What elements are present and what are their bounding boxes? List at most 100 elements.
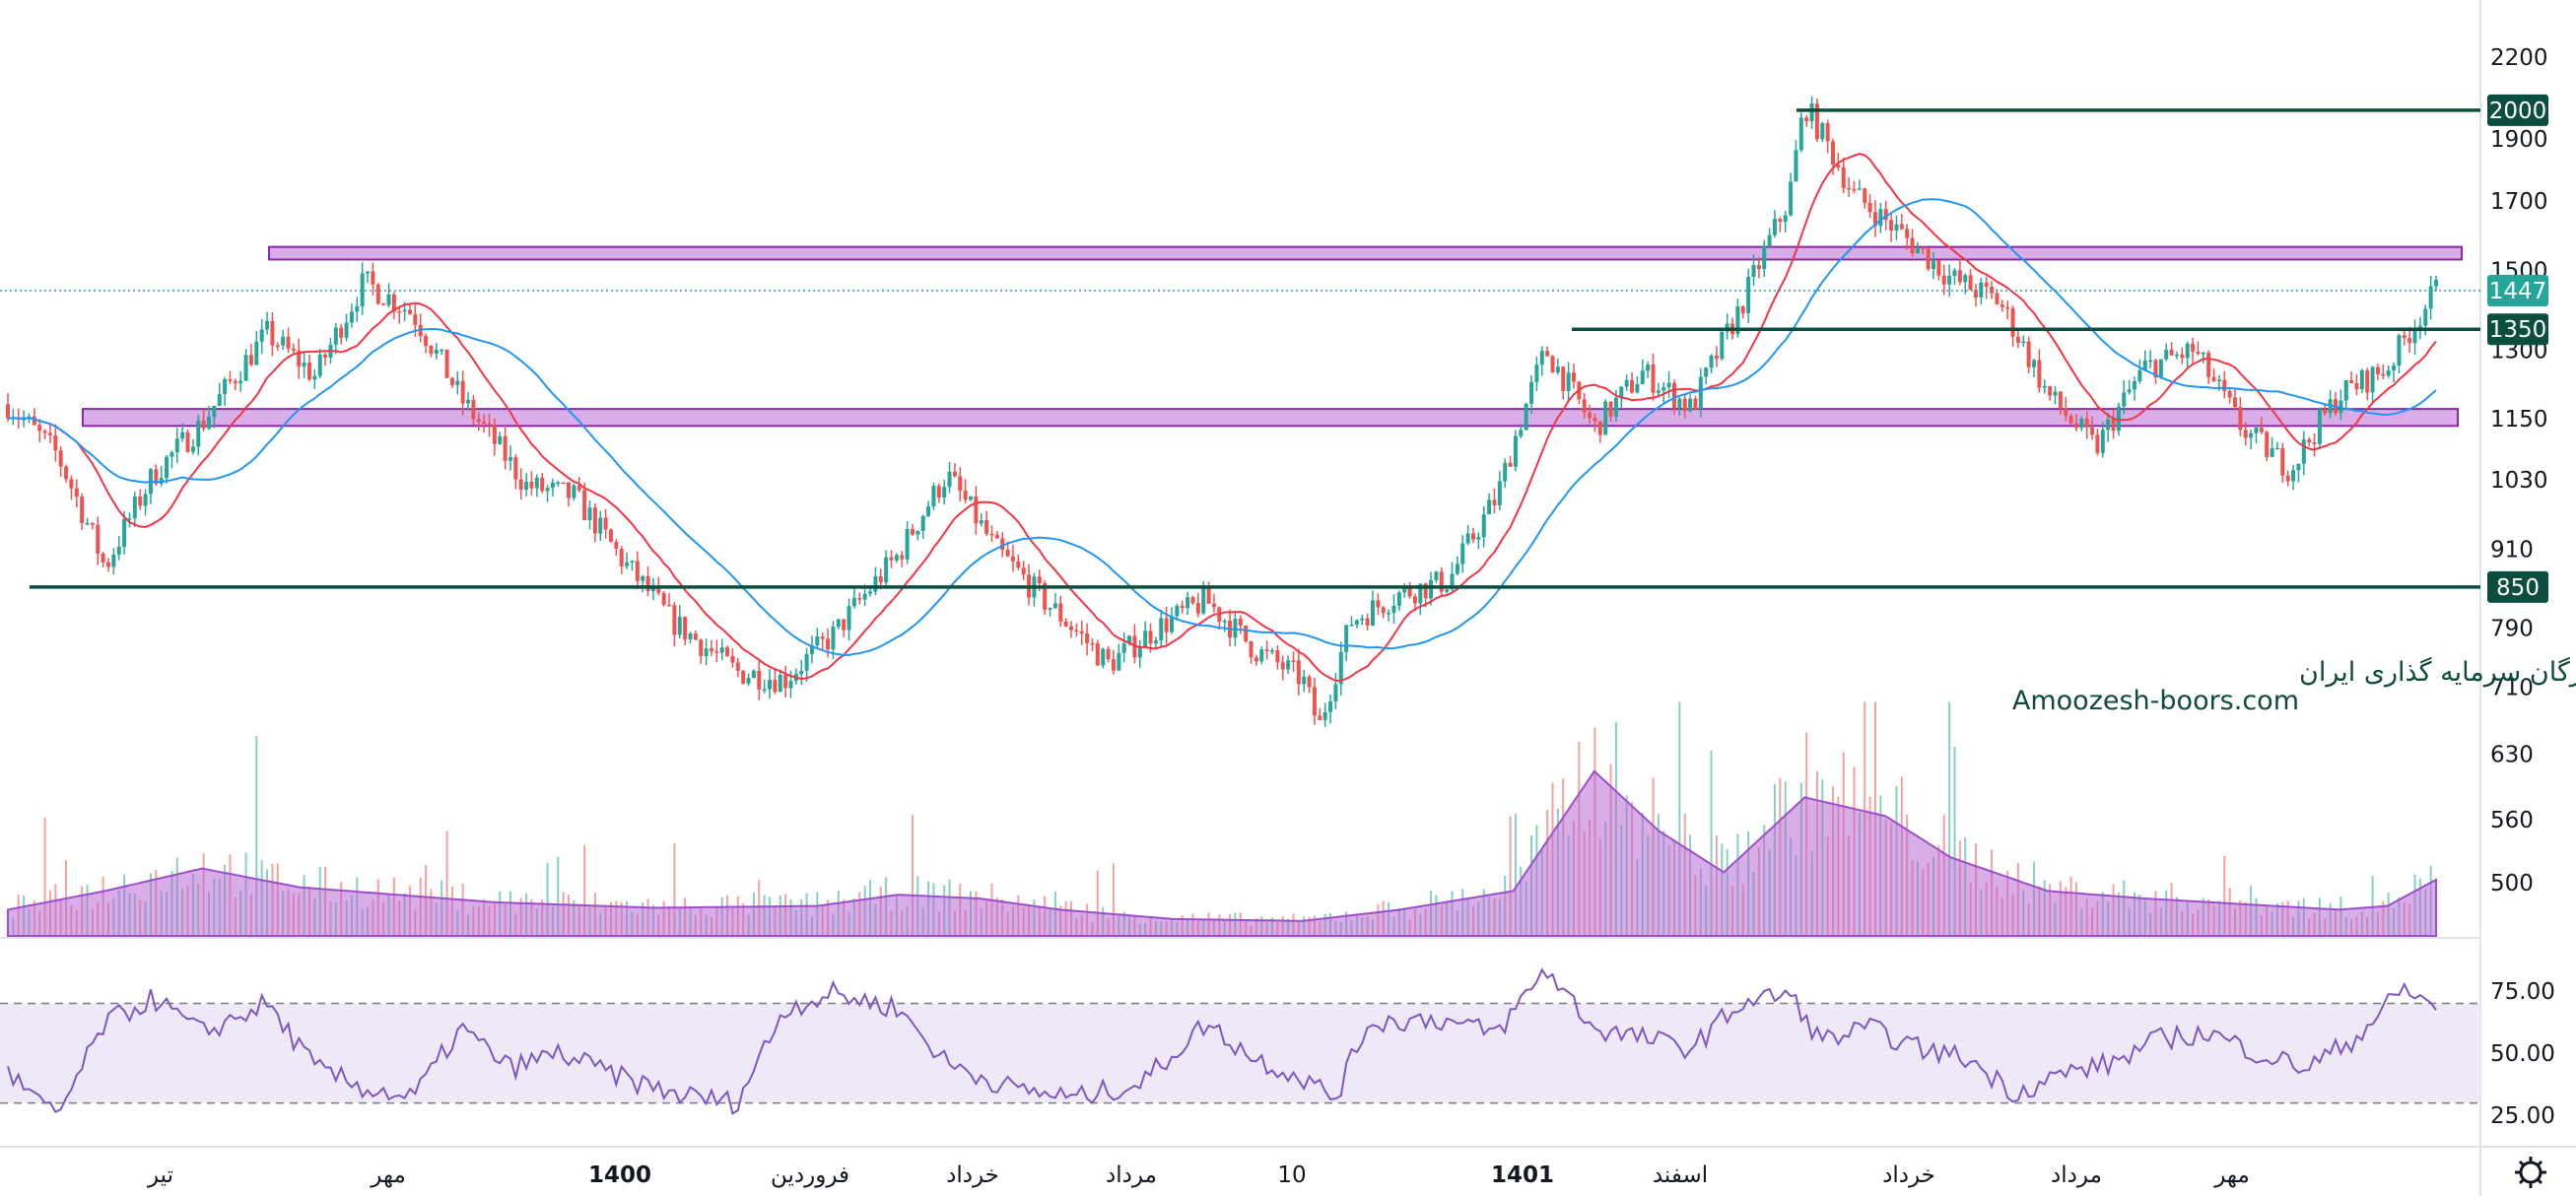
candle bbox=[1387, 612, 1391, 615]
candle bbox=[1233, 619, 1238, 638]
candle bbox=[1318, 715, 1322, 720]
candle bbox=[947, 471, 952, 488]
candle bbox=[656, 587, 661, 593]
candle bbox=[212, 405, 217, 418]
candle bbox=[371, 271, 375, 285]
candle bbox=[74, 488, 79, 498]
candle bbox=[449, 377, 454, 385]
candle bbox=[989, 533, 994, 536]
candle bbox=[1170, 616, 1175, 632]
candle bbox=[2079, 418, 2084, 429]
candle bbox=[1249, 641, 1254, 658]
candle bbox=[746, 678, 751, 684]
candle bbox=[1349, 624, 1354, 627]
candle bbox=[725, 647, 730, 656]
candle bbox=[2428, 286, 2433, 309]
candle bbox=[1932, 260, 1936, 270]
level-badge[interactable] bbox=[2487, 570, 2548, 603]
candle bbox=[645, 575, 650, 592]
candle bbox=[42, 431, 47, 433]
candle bbox=[1148, 631, 1153, 644]
candle bbox=[2048, 385, 2053, 396]
rsi-tick-label: 25.00 bbox=[2490, 1103, 2555, 1129]
candle bbox=[931, 486, 936, 507]
candle bbox=[1095, 643, 1100, 666]
candle bbox=[2090, 427, 2095, 435]
candle bbox=[704, 648, 709, 657]
candle bbox=[407, 309, 412, 314]
candle bbox=[2285, 475, 2290, 482]
candle bbox=[248, 355, 253, 365]
candle bbox=[1926, 248, 1931, 270]
gear-icon[interactable] bbox=[2515, 1157, 2546, 1188]
candle bbox=[233, 380, 237, 383]
candle bbox=[2169, 349, 2174, 356]
candle bbox=[1412, 596, 1417, 604]
rsi-tick-label: 75.00 bbox=[2490, 979, 2555, 1005]
candle bbox=[1968, 275, 1973, 291]
candle bbox=[1952, 270, 1957, 276]
candle bbox=[603, 517, 608, 530]
candle bbox=[1588, 412, 1593, 419]
candle bbox=[635, 561, 640, 581]
price-tick-label: 710 bbox=[2490, 676, 2534, 701]
candle bbox=[105, 562, 110, 567]
price-tick-label: 1150 bbox=[2490, 407, 2548, 432]
candle bbox=[402, 309, 407, 312]
candle bbox=[2270, 447, 2274, 457]
candle bbox=[1186, 597, 1190, 609]
candle bbox=[2201, 353, 2205, 355]
candle bbox=[1762, 245, 1767, 270]
candle bbox=[302, 363, 306, 367]
candle bbox=[1492, 499, 1497, 505]
candle bbox=[2349, 379, 2354, 383]
candle bbox=[1878, 209, 1883, 227]
price-tick-label: 500 bbox=[2490, 871, 2534, 897]
candle bbox=[1079, 631, 1084, 633]
candle bbox=[1445, 589, 1450, 592]
candle bbox=[1555, 366, 1560, 373]
candle bbox=[952, 471, 957, 477]
candle bbox=[974, 496, 979, 524]
candle bbox=[672, 605, 677, 635]
time-axis-label: مهر bbox=[370, 1163, 406, 1188]
candle bbox=[1286, 660, 1291, 670]
candle bbox=[545, 488, 550, 492]
candle bbox=[32, 416, 36, 426]
last-price-badge[interactable] bbox=[2487, 274, 2548, 306]
candle bbox=[6, 404, 10, 419]
candle bbox=[630, 561, 635, 563]
candle bbox=[667, 604, 672, 607]
candle bbox=[1613, 397, 1618, 417]
time-axis-label: 1401 bbox=[1491, 1163, 1554, 1188]
candle bbox=[2206, 353, 2211, 377]
candle bbox=[2010, 307, 2015, 337]
candle bbox=[2434, 280, 2438, 287]
candle bbox=[2153, 360, 2158, 377]
candle bbox=[994, 534, 999, 539]
candle bbox=[1434, 571, 1439, 580]
candle bbox=[730, 655, 735, 663]
candle bbox=[2185, 343, 2190, 359]
candle bbox=[1238, 619, 1243, 626]
candle bbox=[900, 555, 905, 560]
candle bbox=[206, 417, 211, 430]
candle bbox=[1740, 306, 1745, 313]
candle bbox=[498, 435, 503, 444]
level-badge[interactable] bbox=[2487, 94, 2548, 126]
candle bbox=[223, 378, 228, 395]
candle bbox=[1867, 202, 1872, 213]
candle bbox=[1921, 247, 1926, 249]
candle bbox=[1545, 351, 1550, 357]
resistance-zone[interactable] bbox=[268, 245, 2463, 261]
candle bbox=[693, 632, 698, 640]
candle bbox=[1704, 367, 1709, 377]
resistance-zone[interactable] bbox=[82, 408, 2459, 428]
candle bbox=[2301, 439, 2306, 464]
candle bbox=[1957, 270, 1962, 283]
candle bbox=[1291, 660, 1296, 662]
level-badge[interactable] bbox=[2487, 313, 2548, 346]
candle bbox=[281, 336, 286, 346]
candle bbox=[317, 355, 322, 376]
